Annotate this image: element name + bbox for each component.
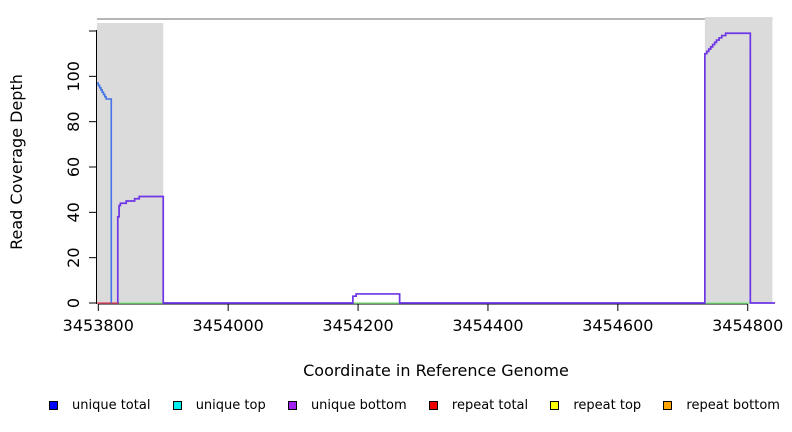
legend-item-unique-total: unique total (49, 398, 150, 413)
legend-label: unique total (72, 397, 151, 413)
repeat-region-shading (704, 17, 773, 303)
legend-label: repeat bottom (686, 397, 780, 413)
y-tick-label: 40 (64, 202, 83, 222)
series-unique-total (97, 82, 113, 303)
repeat-total-swatch-icon (428, 400, 438, 410)
y-tick-label: 20 (64, 247, 83, 267)
x-axis-title: Coordinate in Reference Genome (303, 361, 569, 380)
legend-label: unique top (195, 397, 266, 413)
legend-label: repeat total (451, 397, 529, 413)
legend-item-repeat-top: repeat top (550, 398, 641, 413)
repeat-top-swatch-icon (550, 400, 560, 410)
legend-item-unique-top: unique top (172, 397, 266, 413)
x-tick-label: 3454800 (712, 316, 783, 335)
y-tick-label: 60 (64, 157, 83, 177)
y-tick-label: 80 (64, 111, 83, 131)
unique-total-swatch-icon (49, 400, 58, 410)
x-tick-label: 3454400 (452, 316, 523, 335)
y-axis-title: Read Coverage Depth (7, 74, 26, 250)
unique-top-swatch-icon (172, 400, 182, 410)
legend-label: repeat top (573, 397, 642, 413)
legend-item-unique-bottom: unique bottom (287, 397, 407, 413)
legend-label: unique bottom (310, 397, 407, 413)
repeat-region-shading (97, 23, 164, 303)
x-tick-label: 3454200 (322, 316, 393, 335)
series-unique-bottom (116, 32, 775, 304)
x-tick-label: 3454600 (582, 316, 653, 335)
x-tick-label: 3454000 (193, 316, 264, 335)
legend-item-repeat-bottom: repeat bottom (663, 398, 780, 413)
x-tick-label: 3453800 (63, 316, 134, 335)
legend: unique total unique top unique bottom re… (49, 396, 780, 414)
repeat-bottom-swatch-icon (663, 400, 673, 410)
unique-bottom-swatch-icon (287, 400, 297, 410)
y-tick-label: 100 (64, 61, 83, 92)
legend-item-repeat-total: repeat total (428, 397, 529, 413)
y-tick-label: 0 (64, 298, 83, 308)
